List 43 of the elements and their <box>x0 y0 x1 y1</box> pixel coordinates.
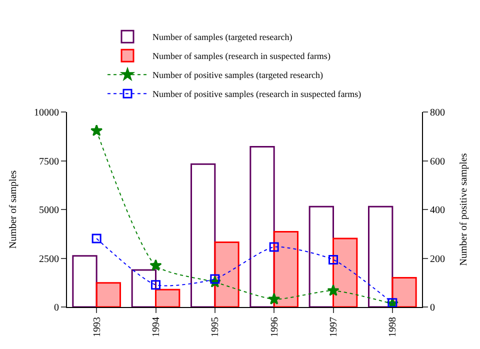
bar <box>72 255 98 307</box>
bar <box>190 163 216 307</box>
bar <box>332 238 358 307</box>
point <box>210 274 220 284</box>
bar <box>155 288 180 307</box>
bar <box>368 206 394 307</box>
y-tick-label: 5000 <box>39 205 59 216</box>
y-axis-title: Number of samples <box>8 170 19 249</box>
bar <box>96 282 121 307</box>
point <box>151 280 160 290</box>
point <box>150 259 162 271</box>
point <box>268 292 280 304</box>
y-tick-label: 2500 <box>39 254 59 265</box>
point <box>92 234 102 244</box>
point <box>269 242 279 252</box>
y-tick-label: 7500 <box>39 156 59 168</box>
legend-label: Number of samples (targeted research) <box>152 32 292 42</box>
bar <box>250 146 275 307</box>
x-tick-label: 1995 <box>210 317 222 337</box>
legend-label: Number of samples (research in suspected farms) <box>152 51 330 62</box>
x-tick-label: 1996 <box>269 317 280 337</box>
legend-label: Number of positive samples (targeted research) <box>152 70 324 80</box>
y2-tick-label: 600 <box>430 156 445 168</box>
y-tick-label: 0 <box>54 302 59 314</box>
y2-tick-label: 400 <box>430 205 445 216</box>
x-tick-label: 1997 <box>328 317 340 337</box>
x-tick-label: 1993 <box>92 317 103 337</box>
y2-axis-title: Number of positive samples <box>458 153 470 266</box>
x-tick-label: 1998 <box>388 317 399 337</box>
y2-tick-label: 200 <box>430 254 445 265</box>
bar <box>308 206 334 307</box>
legend-label: Number of positive samples (research in suspected farms) <box>152 89 362 100</box>
point <box>328 254 338 264</box>
bar <box>273 230 298 307</box>
bar <box>131 269 156 307</box>
point <box>90 124 103 136</box>
point <box>327 284 340 296</box>
y2-tick-label: 800 <box>430 108 445 118</box>
y-tick-label: 10000 <box>34 108 59 118</box>
bar <box>214 242 240 307</box>
bar <box>392 277 417 307</box>
y2-tick-label: 0 <box>430 302 435 314</box>
x-tick-label: 1994 <box>151 317 162 337</box>
